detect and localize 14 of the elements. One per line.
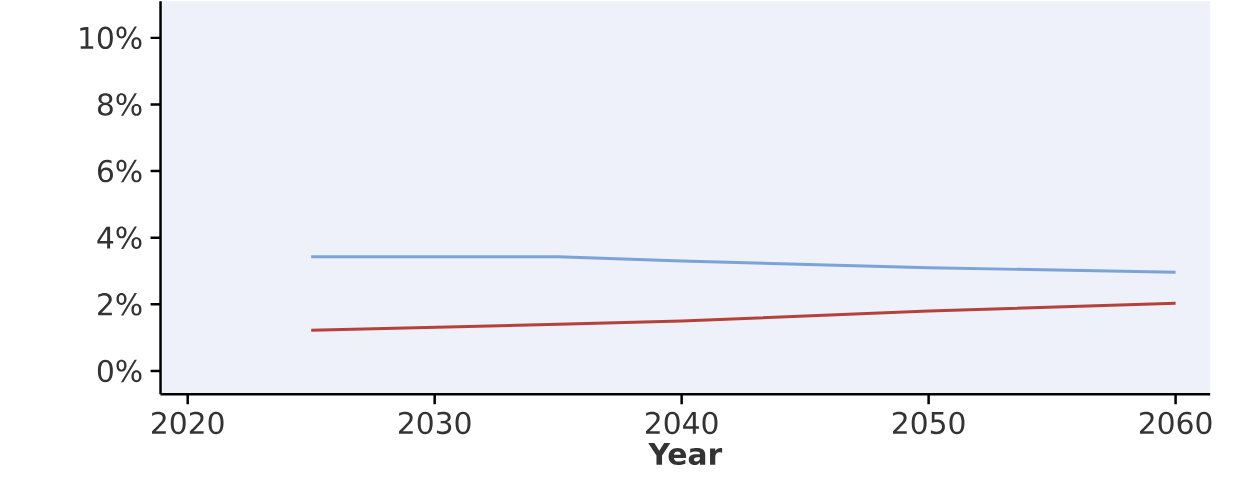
x-tick-label: 2060	[1139, 411, 1212, 435]
y-tick-label: 0%	[97, 359, 142, 383]
x-tick-label: 2030	[399, 411, 471, 435]
x-tick-label: 2020	[152, 411, 224, 435]
x-tick-label: 2040	[645, 411, 718, 435]
line-series	[309, 301, 1178, 332]
line-series	[309, 255, 1178, 274]
y-tick-label: 2%	[98, 293, 142, 316]
x-tick-label: 2050	[892, 411, 965, 435]
y-tick-label: 10%	[80, 26, 142, 50]
x-axis-title: Year	[648, 443, 723, 466]
y-tick-label: 4%	[97, 226, 142, 250]
y-tick-label: 8%	[97, 93, 142, 116]
y-tick-label: 6%	[98, 160, 142, 183]
